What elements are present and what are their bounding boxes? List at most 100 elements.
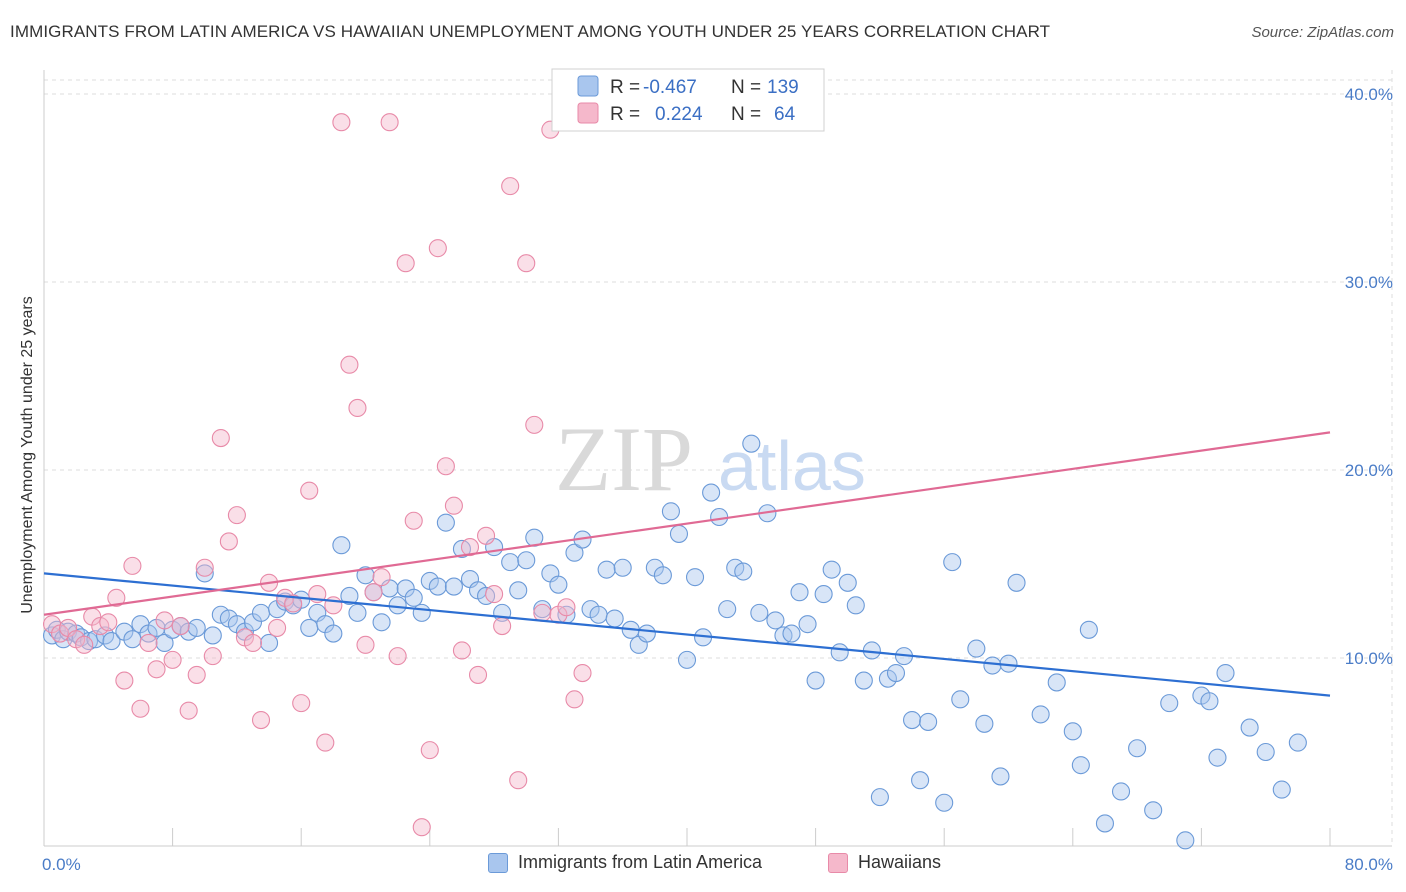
point-hawaiians [517,254,536,273]
point-latin-america [669,524,689,543]
legend-label-latin-america: Immigrants from Latin America [518,852,763,872]
point-hawaiians [171,616,190,636]
point-latin-america [356,566,375,585]
point-hawaiians [227,506,246,525]
point-latin-america [300,618,319,637]
point-hawaiians [219,532,238,551]
point-hawaiians [468,665,488,684]
point-latin-america [533,600,552,619]
point-hawaiians [565,690,584,709]
point-hawaiians [557,598,576,617]
point-hawaiians [460,538,480,557]
point-latin-america [123,630,142,649]
legend-r-label-2: R = [610,104,640,125]
point-latin-america [734,562,753,581]
point-latin-america [102,632,121,651]
trend-lines [43,431,1331,697]
legend-swatch-hawaiians [828,852,848,873]
point-latin-america [613,558,632,577]
point-hawaiians [444,496,463,515]
point-latin-america [428,577,447,596]
point-hawaiians [340,355,359,374]
point-hawaiians [300,481,319,500]
point-latin-america [1256,742,1275,762]
point-hawaiians [75,635,94,654]
point-latin-america [838,573,857,592]
point-hawaiians [356,635,375,654]
point-latin-america [1047,673,1066,692]
point-latin-america [911,771,930,790]
point-hawaiians [332,113,351,132]
point-hawaiians [509,771,528,790]
point-hawaiians [284,594,303,613]
point-hawaiians [147,660,166,679]
point-hawaiians [533,603,552,622]
point-latin-america [549,575,568,594]
point-hawaiians [452,641,472,660]
watermark: ZIP atlas [555,408,866,510]
point-hawaiians [485,585,504,604]
point-hawaiians [388,647,407,666]
point-hawaiians [251,710,271,730]
point-hawaiians [195,558,214,577]
point-latin-america [822,560,841,579]
point-hawaiians [477,526,496,545]
point-latin-america [919,712,938,731]
legend-swatch-latin-america [577,75,599,97]
point-hawaiians [131,699,150,718]
legend-item-latin-america: Immigrants from Latin America [488,852,762,873]
legend-n-label-2: N = [731,104,761,125]
point-latin-america [750,603,769,622]
point-latin-america [902,710,922,730]
point-hawaiians [420,741,439,760]
point-latin-america [983,656,1002,675]
point-latin-america [677,650,697,669]
point-hawaiians [396,254,415,273]
point-latin-america [1095,814,1114,833]
point-latin-america [1160,694,1179,713]
point-latin-america [589,605,608,624]
point-latin-america [967,639,986,658]
y-tick-label: 20.0% [1345,461,1393,480]
point-latin-america [886,663,906,683]
point-latin-america [340,586,359,606]
point-latin-america [565,543,584,562]
point-latin-america [509,581,528,600]
point-latin-america [870,788,889,807]
watermark-atlas: atlas [718,427,866,505]
point-latin-america [332,536,351,555]
point-hawaiians [525,415,544,434]
point-latin-america [372,613,391,632]
point-hawaiians [268,618,287,637]
point-hawaiians [123,556,142,575]
point-latin-america [501,553,520,572]
point-hawaiians [187,665,206,684]
point-latin-america [436,513,455,532]
point-latin-america [766,611,785,630]
point-latin-america [1176,831,1195,850]
legend-n-value-1: 139 [767,77,799,98]
point-latin-america [935,793,954,812]
point-hawaiians [107,588,126,607]
point-latin-america [846,596,865,615]
point-latin-america [1111,782,1131,801]
point-hawaiians [203,647,222,666]
point-latin-america [1240,718,1259,737]
trend-line-latin-america [43,572,1331,697]
legend-r-value-1: -0.467 [643,77,697,98]
point-latin-america [605,609,624,628]
point-latin-america [1200,692,1219,711]
point-hawaiians [115,671,134,690]
x-tick-label: 80.0% [1345,855,1393,874]
point-hawaiians [99,613,118,632]
point-latin-america [943,553,962,572]
legend-n-label-1: N = [731,77,761,98]
point-latin-america [718,600,737,619]
point-hawaiians [316,733,335,752]
point-latin-america [702,483,721,502]
point-latin-america [1031,705,1050,724]
point-latin-america [798,615,817,634]
point-hawaiians [292,694,311,713]
legend-label-hawaiians: Hawaiians [858,852,942,872]
